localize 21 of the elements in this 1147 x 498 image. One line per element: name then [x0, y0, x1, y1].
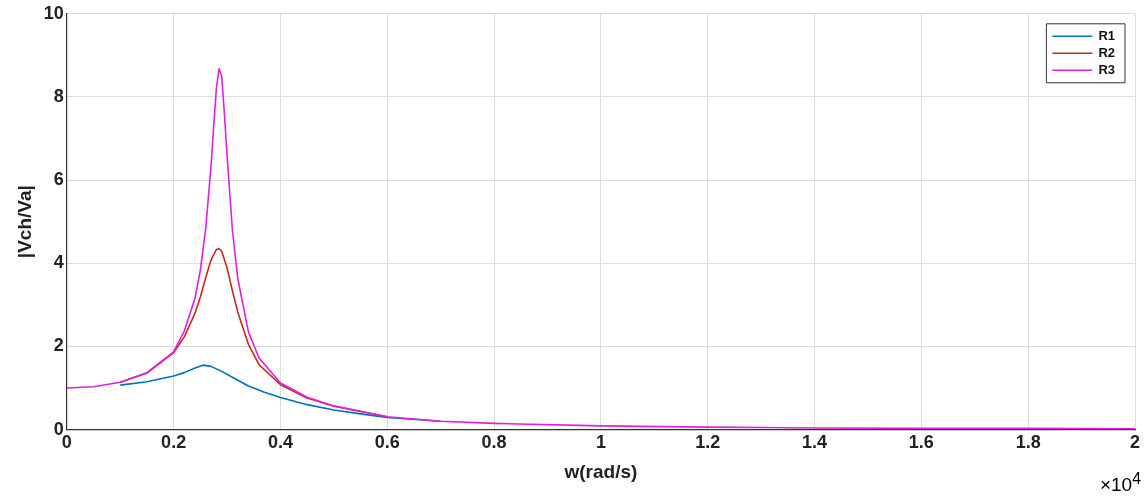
y-tick-label: 8	[53, 85, 64, 106]
legend-label: R2	[1098, 44, 1116, 60]
text: ×10$^{4}$	[1099, 469, 1141, 496]
x-tick-label: 0.6	[374, 432, 400, 453]
legend-label: R3	[1098, 61, 1116, 77]
x-tick-label: 2	[1129, 432, 1141, 453]
legend-label: R1	[1098, 27, 1116, 43]
x-tick-label: 1.6	[908, 432, 934, 453]
x-axis-title: w(rad/s)	[563, 460, 638, 482]
x-tick-label: 0.4	[267, 432, 293, 453]
x-tick-label: 1.8	[1015, 432, 1041, 453]
y-tick-label: 4	[53, 252, 64, 273]
y-tick-label: 10	[43, 2, 64, 23]
x-tick-label: 1.4	[802, 432, 828, 453]
x-tick-label: 0.2	[161, 432, 187, 453]
x-tick-label: 1	[595, 432, 606, 453]
x-tick-label: 1.2	[695, 432, 721, 453]
y-tick-label: 2	[53, 335, 64, 356]
y-axis-title: |Vch/Va|	[13, 185, 35, 259]
y-tick-label: 6	[53, 169, 64, 190]
x-tick-label: 0.8	[481, 432, 507, 453]
